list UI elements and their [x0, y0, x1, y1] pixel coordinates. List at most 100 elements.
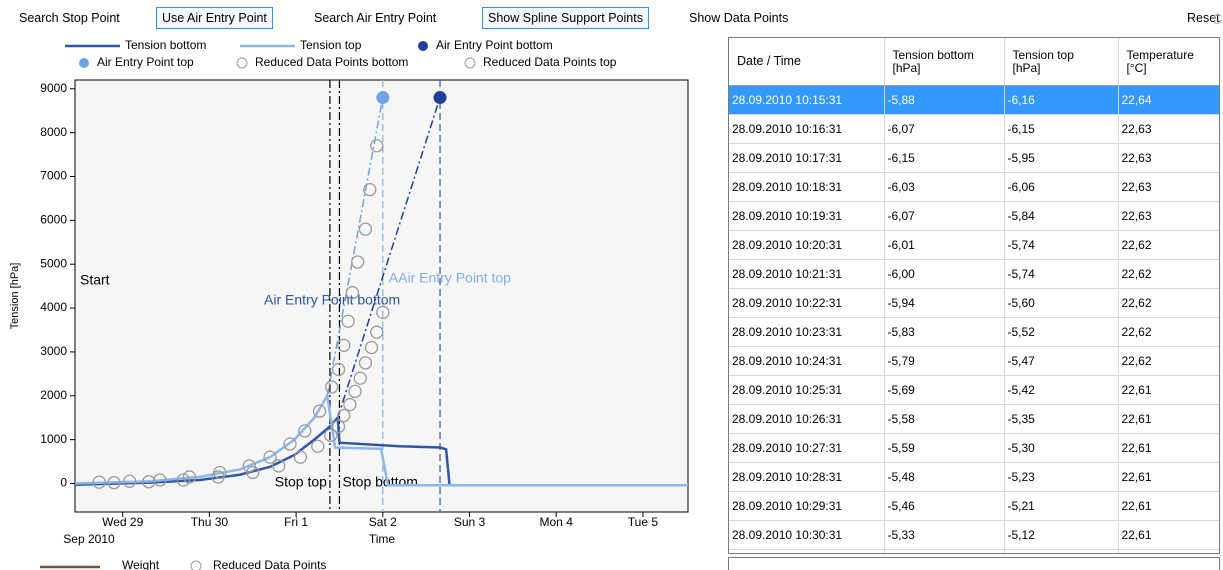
column-name: Tension top: [1012, 47, 1074, 62]
plot-area: [74, 79, 689, 513]
column-unit: [°C]: [1126, 60, 1147, 75]
y-tick-label: 8000: [40, 125, 67, 139]
table-row[interactable]: 28.09.2010 10:30:31 -5,33 -5,12 22,61: [729, 520, 1219, 550]
table-cell: -6,07: [884, 114, 1005, 144]
column-unit: [hPa]: [892, 60, 921, 75]
y-axis-label: Tension [hPa]: [9, 263, 21, 330]
vertical-line-label: Stop top: [275, 474, 327, 490]
column-name: Date / Time: [737, 54, 801, 68]
extrapolation-line: [326, 97, 384, 396]
data-point: [331, 362, 346, 377]
table-cell: 28.09.2010 10:24:31: [729, 346, 885, 376]
table-cell: 28.09.2010 10:29:31: [729, 491, 885, 521]
table-cell: -6,16: [1004, 85, 1119, 115]
table-row[interactable]: 28.09.2010 10:17:31 -6,15 -5,95 22,63: [729, 143, 1219, 173]
legend-swatch: [236, 57, 248, 69]
reset-icon: [1213, 13, 1222, 25]
button[interactable]: Search Stop Point: [19, 11, 120, 25]
table-cell: 22,63: [1118, 172, 1219, 202]
header-row: Date / Time Tension bottom [hPa] Tension to…: [729, 38, 1219, 86]
table-cell: 22,61: [1118, 549, 1219, 553]
table-cell: 28.09.2010 10:22:31: [729, 288, 885, 318]
table-cell: -5,58: [884, 404, 1005, 434]
data-point: [283, 437, 297, 451]
table-cell: 22,61: [1118, 375, 1219, 405]
data-table: Date / Time Tension bottom [hPa] Tension to…: [728, 37, 1220, 554]
data-point: [293, 450, 308, 464]
column-header: Temperature [°C]: [1118, 38, 1219, 86]
table-row[interactable]: 28.09.2010 10:23:31 -5,83 -5,52 22,62: [729, 317, 1219, 347]
table-cell: -5,79: [884, 346, 1005, 376]
table-cell: -6,03: [884, 172, 1005, 202]
button[interactable]: Search Air Entry Point: [314, 11, 437, 25]
table-row[interactable]: 28.09.2010 10:18:31 -6,03 -6,06 22,63: [729, 172, 1219, 202]
table-row[interactable]: 28.09.2010 10:26:31 -5,58 -5,35 22,61: [729, 404, 1219, 434]
legend-swatch: [418, 41, 428, 51]
table-cell: -5,83: [884, 317, 1005, 347]
legend-swatch: [190, 560, 202, 570]
table-cell: 28.09.2010 10:27:31: [729, 433, 885, 463]
table-row[interactable]: 28.09.2010 10:21:31 -6,00 -5,74 22,62: [729, 259, 1219, 289]
table-cell: 28.09.2010 10:30:31: [729, 520, 885, 550]
column-unit: [hPa]: [1012, 60, 1041, 75]
table-row[interactable]: 28.09.2010 10:25:31 -5,69 -5,42 22,61: [729, 375, 1219, 405]
data-point: [213, 465, 227, 480]
data-point: [312, 404, 327, 418]
data-point: [311, 439, 325, 453]
table-row[interactable]: 28.09.2010 10:20:31 -6,01 -5,74 22,62: [729, 230, 1219, 260]
table-cell: 22,61: [1118, 520, 1219, 550]
annotation: Start: [80, 272, 110, 288]
series-line: [75, 392, 688, 487]
table-row[interactable]: 28.09.2010 10:31:31-5,28-5,1022,61: [729, 549, 1219, 553]
table-cell: 22,62: [1118, 259, 1219, 289]
vertical-line-label: Air Entry Point bottom: [264, 292, 400, 308]
toggle-button[interactable]: Use Air Entry Point: [156, 7, 273, 29]
table-cell: 28.09.2010 10:25:31: [729, 375, 885, 405]
table-row[interactable]: 28.09.2010 10:24:31 -5,79 -5,47 22,62: [729, 346, 1219, 376]
table-cell: 22,64: [1118, 85, 1219, 115]
reset-button[interactable]: Reset: [1187, 11, 1220, 25]
table-cell: 28.09.2010 10:17:31: [729, 143, 885, 173]
table-cell: 22,62: [1118, 317, 1219, 347]
table-cell: 28.09.2010 10:18:31: [729, 172, 885, 202]
table-row[interactable]: 28.09.2010 10:27:31 -5,59 -5,30 22,61: [729, 433, 1219, 463]
table-cell: 28.09.2010 10:16:31: [729, 114, 885, 144]
data-point: [345, 286, 360, 300]
data-point: [176, 473, 191, 487]
button[interactable]: Show Data Points: [689, 11, 789, 25]
table-cell: -5,23: [1004, 462, 1119, 492]
table-cell: -6,00: [884, 259, 1005, 289]
legend-label: Tension bottom: [125, 38, 206, 52]
y-tick-label: 6000: [40, 213, 67, 227]
legend-swatch: [79, 58, 89, 68]
table-cell: -6,15: [884, 143, 1005, 173]
table-cell: 28.09.2010 10:28:31: [729, 462, 885, 492]
table-cell: 28.09.2010 10:23:31: [729, 317, 885, 347]
chart: Tension [hPa] Time Sep 2010 0 1000 2000 300…: [4, 37, 720, 570]
table-row[interactable]: 28.09.2010 10:28:31 -5,48 -5,23 22,61: [729, 462, 1219, 492]
table-row[interactable]: 28.09.2010 10:19:31 -6,07 -5,84 22,63: [729, 201, 1219, 231]
table-cell: -5,74: [1004, 259, 1119, 289]
table-row[interactable]: 28.09.2010 10:22:31 -5,94 -5,60 22,62: [729, 288, 1219, 318]
data-point: [324, 428, 338, 442]
table-cell: 22,63: [1118, 201, 1219, 231]
table-cell: -5,47: [1004, 346, 1119, 376]
data-point: [242, 459, 256, 473]
data-point: [343, 397, 357, 412]
y-tick-label: 3000: [40, 344, 67, 358]
legend-swatch: [464, 57, 476, 69]
table-row[interactable]: 28.09.2010 10:15:31 -5,88 -6,16 22,64: [729, 85, 1219, 115]
data-point: [122, 474, 137, 488]
table-cell: 22,63: [1118, 114, 1219, 144]
legend-label: Reduced Data Points: [213, 558, 326, 570]
toggle-button[interactable]: Show Spline Support Points: [482, 7, 649, 29]
data-point: [337, 408, 351, 423]
x-tick-label: Fri 1: [284, 515, 308, 529]
table-cell: -5,52: [1004, 317, 1119, 347]
table-cell: -6,06: [1004, 172, 1119, 202]
data-point: [246, 465, 260, 480]
table-row[interactable]: 28.09.2010 10:29:31 -5,46 -5,21 22,61: [729, 491, 1219, 521]
data-point: [337, 338, 351, 352]
table-row[interactable]: 28.09.2010 10:16:31 -6,07 -6,15 22,63: [729, 114, 1219, 144]
x-tick-label: Thu 30: [191, 515, 229, 529]
